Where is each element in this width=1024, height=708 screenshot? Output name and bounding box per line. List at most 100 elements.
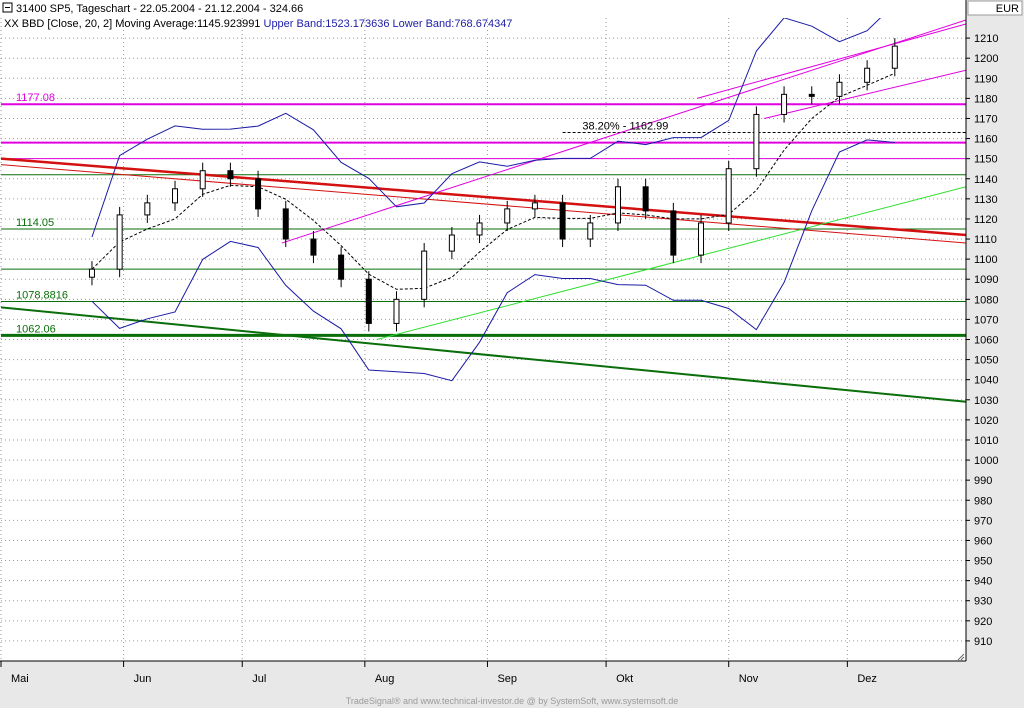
- trendline: [1, 157, 966, 237]
- price-axis-panel: [966, 0, 1024, 708]
- footer-credit: TradeSignal® and www.technical-investor.…: [346, 696, 679, 706]
- y-tick-label: 1070: [974, 314, 998, 326]
- candle-body: [504, 208, 511, 224]
- candle-body: [531, 202, 538, 210]
- y-tick-label: 1000: [974, 455, 998, 467]
- x-month-label: Nov: [739, 673, 759, 685]
- grid: [0, 18, 966, 661]
- moving-average-line: [91, 72, 895, 290]
- y-tick-label: 1060: [974, 335, 998, 347]
- title-bar: 31400 SP5, Tageschart - 22.05.2004 - 21.…: [2, 2, 303, 15]
- y-tick-label: 1200: [974, 53, 998, 65]
- y-tick-label: 1050: [974, 355, 998, 367]
- bollinger-upper-band: [91, 18, 881, 238]
- y-tick-label: 1110: [974, 234, 997, 246]
- candle-body: [725, 168, 732, 224]
- y-tick-label: 990: [974, 475, 992, 487]
- candle-body: [476, 222, 483, 236]
- candle-body: [227, 170, 234, 180]
- y-tick-label: 1120: [974, 214, 998, 226]
- y-tick-label: 950: [974, 556, 992, 568]
- bollinger-lower-band: [91, 139, 895, 382]
- candle-body: [670, 210, 677, 256]
- candle-body: [199, 170, 206, 190]
- y-axis: 910 920 930 940 950 960 970 980 990 1000 1010 1020 1…: [965, 0, 998, 661]
- x-month-label: Sep: [497, 673, 517, 685]
- candle-body: [88, 268, 95, 278]
- candle-body: [642, 186, 649, 212]
- y-tick-label: 910: [974, 636, 992, 648]
- y-tick-label: 1210: [974, 33, 998, 45]
- x-month-label: Okt: [616, 673, 633, 685]
- candle-body: [781, 93, 788, 115]
- candle-body: [365, 278, 372, 324]
- y-tick-label: 1180: [974, 93, 998, 105]
- candle-body: [338, 254, 345, 280]
- candle-body: [836, 81, 843, 97]
- trendline: [696, 23, 966, 99]
- candle-body: [891, 45, 898, 69]
- candle-body: [421, 250, 428, 300]
- trendline: [376, 186, 966, 340]
- y-tick-label: 1150: [974, 154, 998, 166]
- y-tick-label: 1010: [974, 435, 998, 447]
- x-month-label: Mai: [11, 673, 29, 685]
- time-axis-panel: [0, 661, 1024, 708]
- candle-body: [753, 113, 760, 170]
- candle-body: [698, 222, 705, 256]
- trendline: [1, 306, 966, 403]
- y-tick-label: 980: [974, 495, 992, 507]
- horizontal-level-label: 1114.05: [16, 217, 54, 229]
- y-tick-label: 1160: [974, 134, 998, 146]
- horizontal-level-label: 1078.8816: [16, 290, 68, 302]
- y-tick-label: 1020: [974, 415, 998, 427]
- candle-body: [282, 208, 289, 240]
- resize-grip-icon[interactable]: [957, 653, 965, 661]
- indicator-legend: XX BBD [Close, 20, 2] Moving Average:114…: [4, 18, 512, 30]
- currency-label: EUR: [996, 3, 1019, 15]
- candle-body: [310, 238, 317, 256]
- candle-body: [393, 298, 400, 324]
- y-tick-label: 970: [974, 515, 992, 527]
- horizontal-level-label: 38.20% - 1162.99: [582, 121, 668, 133]
- candle-body: [587, 222, 594, 240]
- x-month-label: Dez: [857, 673, 877, 685]
- candle-body: [808, 93, 815, 97]
- y-tick-label: 1080: [974, 294, 998, 306]
- y-tick-label: 920: [974, 616, 992, 628]
- x-month-label: Jul: [252, 673, 266, 685]
- y-tick-label: 1190: [974, 73, 998, 85]
- indicator-bands: Upper Band:1523.173636 Lower Band:768.67…: [264, 18, 513, 30]
- x-month-label: Aug: [375, 673, 395, 685]
- candle-body: [448, 234, 455, 252]
- y-tick-label: 930: [974, 596, 992, 608]
- trendline: [764, 69, 966, 119]
- y-tick-label: 1140: [974, 174, 998, 186]
- candle-body: [172, 188, 179, 204]
- candle-body: [116, 214, 123, 270]
- x-month-label: Jun: [134, 673, 152, 685]
- y-tick-label: 1170: [974, 113, 998, 125]
- y-tick-label: 1130: [974, 194, 998, 206]
- level-labels: 1177.08 38.20% - 1162.99 1114.05 1078.8816 1…: [16, 92, 668, 335]
- horizontal-level-label: 1177.08: [16, 92, 55, 104]
- y-tick-label: 1100: [974, 254, 998, 266]
- indicator-prefix: XX BBD [Close, 20, 2] Moving Average:114…: [4, 18, 260, 30]
- x-axis: Mai Jun Jul Aug Sep Okt Nov Dez: [0, 660, 966, 685]
- y-tick-label: 940: [974, 576, 992, 588]
- y-tick-label: 1040: [974, 375, 998, 387]
- y-tick-label: 1090: [974, 274, 998, 286]
- y-tick-label: 960: [974, 535, 992, 547]
- y-tick-label: 1030: [974, 395, 998, 407]
- horizontal-level-label: 1062.06: [16, 323, 56, 335]
- currency-box: [967, 0, 1023, 16]
- plot-area: [1, 18, 966, 403]
- candle-body: [614, 186, 621, 224]
- candle-body: [864, 67, 871, 83]
- candle-body: [559, 202, 566, 240]
- candle-body: [144, 202, 151, 216]
- trendline: [1, 164, 966, 244]
- chart-title: 31400 SP5, Tageschart - 22.05.2004 - 21.…: [16, 3, 303, 15]
